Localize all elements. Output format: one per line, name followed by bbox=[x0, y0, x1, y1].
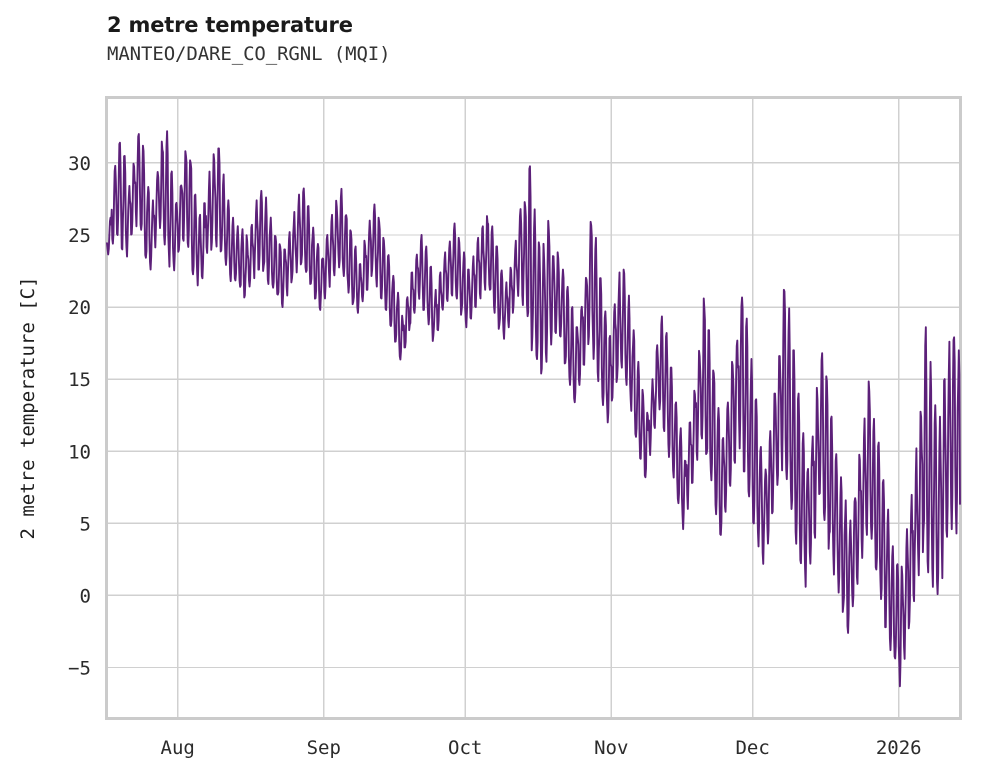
y-tick-label: 5 bbox=[80, 513, 91, 535]
temperature-series-line bbox=[106, 130, 961, 688]
y-tick-label: 20 bbox=[68, 297, 91, 319]
y-tick-label: 30 bbox=[68, 153, 91, 175]
plot-border bbox=[105, 96, 962, 720]
y-tick-label: 15 bbox=[68, 369, 91, 391]
y-tick-label: 25 bbox=[68, 225, 91, 247]
x-tick-label: Oct bbox=[448, 737, 482, 759]
x-tick-labels: Aug Sep Oct Nov Dec 2026 bbox=[161, 737, 922, 759]
y-tick-labels: −5 0 5 10 15 20 25 30 bbox=[68, 153, 91, 680]
page-title: 2 metre temperature bbox=[107, 13, 353, 37]
y-tick-label: 0 bbox=[80, 585, 91, 607]
x-tick-label: 2026 bbox=[876, 737, 922, 759]
chart-subtitle: MANTEO/DARE_CO_RGNL (MQI) bbox=[107, 43, 391, 66]
y-axis-title: 2 metre temperature [C] bbox=[17, 276, 39, 539]
x-tick-label: Dec bbox=[735, 737, 769, 759]
x-tick-label: Aug bbox=[161, 737, 195, 759]
gridlines-vertical bbox=[176, 98, 900, 718]
chart-header: 2 metre temperature MANTEO/DARE_CO_RGNL … bbox=[107, 13, 391, 66]
y-tick-label: −5 bbox=[68, 658, 91, 680]
x-tick-label: Nov bbox=[594, 737, 628, 759]
y-tick-label: 10 bbox=[68, 441, 91, 463]
x-tick-label: Sep bbox=[307, 737, 341, 759]
